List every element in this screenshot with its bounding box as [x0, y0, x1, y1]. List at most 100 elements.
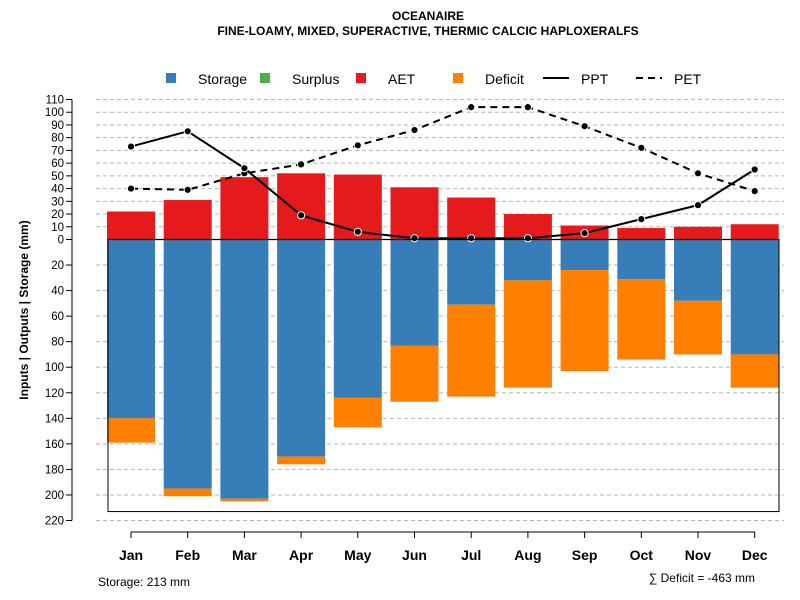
storage-bar: [617, 239, 666, 280]
y-tick-label: 20: [51, 260, 64, 272]
surplus-legend-swatch: [260, 73, 270, 83]
pet-point: [750, 187, 759, 196]
storage-bar: [503, 239, 552, 281]
y-tick-label: 140: [45, 413, 64, 425]
pet-legend-label: PET: [674, 71, 702, 87]
pet-point: [637, 143, 646, 152]
y-tick-label: 50: [51, 171, 64, 183]
x-tick-label: Apr: [289, 547, 314, 563]
ppt-point: [750, 165, 759, 174]
y-tick-label: 30: [51, 196, 64, 208]
ppt-point: [240, 164, 249, 173]
y-tick-label: 70: [51, 145, 64, 157]
y-tick-label: 60: [51, 311, 64, 323]
storage-bar: [560, 239, 609, 271]
pet-point: [410, 125, 419, 135]
y-tick-label: 90: [51, 120, 64, 132]
ppt-point: [580, 229, 589, 238]
ppt-point: [693, 201, 703, 210]
aet-legend-swatch: [356, 73, 366, 83]
y-tick-label: 40: [51, 184, 64, 196]
y-axis-label: Inputs | Outputs | Storage (mm): [17, 220, 31, 399]
storage-bar: [730, 239, 779, 355]
ppt-point: [126, 142, 136, 151]
y-tick-label: 110: [46, 95, 64, 107]
deficit-bar: [560, 270, 609, 372]
storage-bar: [333, 239, 382, 398]
x-tick-label: Nov: [685, 547, 712, 563]
pet-point: [580, 122, 589, 131]
y-tick-label: 0: [58, 235, 64, 247]
aet-bar: [447, 197, 496, 240]
storage-bar: [163, 239, 212, 489]
aet-legend-label: AET: [388, 71, 416, 87]
x-tick-label: Oct: [630, 547, 654, 563]
aet-bar: [674, 226, 722, 240]
deficit-bar: [333, 397, 382, 428]
ppt-point: [183, 127, 192, 136]
ppt-point: [353, 227, 362, 236]
chart-title: OCEANAIRE: [392, 9, 464, 23]
x-tick-label: Dec: [742, 547, 768, 563]
y-tick-label: 10: [51, 222, 64, 234]
deficit-legend-label: Deficit: [485, 71, 524, 87]
x-tick-label: Feb: [175, 547, 200, 563]
x-tick-label: Mar: [232, 547, 257, 563]
deficit-legend-swatch: [453, 73, 463, 83]
aet-bar: [617, 228, 666, 240]
x-tick-label: Jan: [119, 547, 143, 563]
deficit-bar: [220, 498, 269, 502]
ppt-point: [637, 215, 646, 224]
axes: 0102030405060708090100110204060801001201…: [45, 95, 780, 563]
aet-bar: [390, 187, 439, 240]
y-tick-label: 40: [51, 286, 64, 298]
x-tick-label: May: [344, 547, 371, 563]
storage-legend-swatch: [166, 73, 176, 83]
deficit-bar: [390, 345, 439, 402]
deficit-bar: [447, 304, 496, 397]
chart-subtitle: FINE-LOAMY, MIXED, SUPERACTIVE, THERMIC …: [217, 24, 638, 38]
deficit-bar: [277, 456, 326, 465]
ppt-legend-label: PPT: [581, 71, 609, 87]
x-tick-label: Aug: [514, 547, 541, 563]
deficit-footnote: ∑ Deficit = -463 mm: [649, 571, 755, 585]
aet-bar: [107, 211, 155, 240]
y-tick-label: 160: [45, 439, 64, 451]
y-tick-label: 100: [45, 107, 64, 119]
pet-point: [183, 185, 192, 194]
aet-bar: [730, 224, 779, 240]
ppt-point: [410, 234, 419, 243]
pet-point: [297, 160, 306, 169]
deficit-bar: [163, 488, 212, 497]
ppt-line: [130, 130, 756, 240]
pet-point: [693, 169, 703, 178]
storage-footnote: Storage: 213 mm: [98, 575, 190, 589]
y-tick-label: 60: [51, 158, 64, 170]
ppt-point: [297, 211, 306, 220]
storage-bar: [220, 239, 269, 499]
pet-line: [130, 106, 755, 193]
pet-point: [523, 103, 533, 112]
deficit-bar: [503, 280, 552, 388]
x-tick-label: Jun: [402, 547, 427, 563]
deficit-bar: [674, 300, 722, 355]
surplus-legend-label: Surplus: [292, 71, 339, 87]
storage-bar: [390, 239, 439, 346]
deficit-bar: [617, 279, 666, 360]
legend: Storage Surplus AET Deficit PPT PET: [166, 71, 702, 87]
y-tick-label: 20: [51, 209, 64, 221]
ppt-point: [523, 234, 533, 243]
deficit-bar: [107, 418, 155, 443]
storage-bar: [277, 239, 326, 457]
aet-bar: [277, 173, 326, 240]
y-tick-label: 200: [45, 490, 64, 502]
y-tick-label: 100: [45, 362, 64, 374]
storage-bar: [447, 239, 496, 305]
y-tick-label: 220: [45, 516, 64, 528]
bars: [107, 173, 779, 502]
pet-point: [126, 184, 136, 193]
y-tick-label: 120: [45, 388, 64, 400]
ppt-point: [467, 234, 476, 243]
x-tick-label: Sep: [572, 547, 598, 563]
